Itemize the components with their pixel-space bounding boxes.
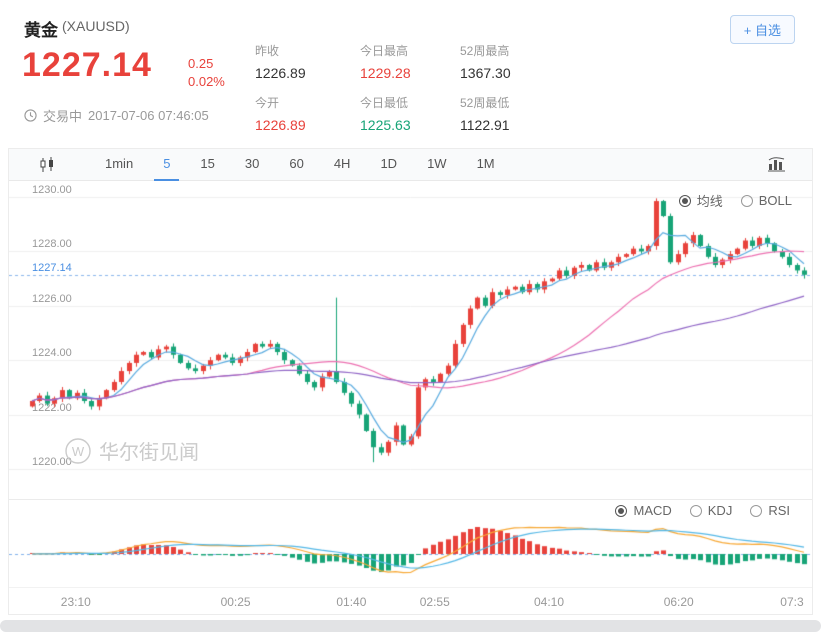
stat-value: 1122.91	[460, 117, 510, 133]
market-status-row: 交易中 2017-07-06 07:46:05	[24, 106, 209, 125]
indicator-legend: MACD KDJ RSI	[615, 503, 790, 518]
interval-30[interactable]: 30	[244, 156, 260, 171]
stat-cell: 今日最高 1229.28	[360, 42, 460, 81]
overlay-option-均线[interactable]: 均线	[678, 191, 723, 210]
stat-value: 1229.28	[360, 65, 411, 81]
stat-cell: 52周最高 1367.30	[460, 42, 570, 81]
interval-1m[interactable]: 1M	[476, 156, 495, 171]
indicator-option-rsi[interactable]: RSI	[750, 503, 790, 518]
indicator-canvas[interactable]	[9, 521, 812, 587]
legend-label: MACD	[633, 503, 672, 518]
price-chart-canvas[interactable]	[9, 181, 812, 499]
stat-cell: 今开 1226.89	[255, 94, 360, 133]
indicator-settings-icon[interactable]	[768, 157, 786, 172]
stat-label: 52周最低	[460, 96, 510, 110]
candlestick-chart-icon[interactable]	[39, 156, 56, 173]
interval-60[interactable]: 60	[289, 156, 304, 171]
interval-1w[interactable]: 1W	[427, 156, 447, 171]
radio-icon	[678, 194, 691, 207]
stat-value: 1226.89	[255, 117, 306, 133]
x-axis-label: 00:25	[220, 595, 251, 609]
x-axis-label: 06:20	[663, 595, 694, 609]
legend-label: RSI	[768, 503, 790, 518]
stats-grid: 昨收 1226.89 今日最高 1229.28 52周最高 1367.30 今开 1226.8…	[255, 42, 570, 133]
quote-datetime: 2017-07-06 07:46:05	[88, 108, 209, 123]
instrument-name: 黄金	[24, 21, 58, 40]
x-axis-label: 02:55	[419, 595, 450, 609]
stat-label: 52周最高	[460, 44, 510, 58]
last-price: 1227.14	[22, 46, 152, 84]
instrument-symbol: (XAUUSD)	[62, 18, 130, 34]
x-axis-label: 23:10	[60, 595, 91, 609]
stat-label: 昨收	[255, 44, 280, 58]
interval-4h[interactable]: 4H	[333, 156, 351, 171]
indicator-panel	[9, 521, 812, 587]
price-change-block: 0.25 0.02%	[188, 56, 225, 89]
stat-cell: 昨收 1226.89	[255, 42, 360, 81]
current-price-label: 1227.14	[32, 261, 72, 274]
stat-label: 今日最低	[360, 96, 409, 110]
x-axis-label: 07:3	[780, 595, 804, 609]
radio-icon	[750, 504, 763, 517]
radio-icon	[615, 504, 628, 517]
interval-5[interactable]: 5	[154, 149, 180, 181]
chart-toolbar: 1min 5 15 30 60 4H 1D 1W 1M	[9, 149, 812, 181]
indicator-option-macd[interactable]: MACD	[615, 503, 672, 518]
x-axis-label: 04:10	[534, 595, 565, 609]
horizontal-scrollbar[interactable]	[0, 620, 821, 632]
stat-label: 今开	[255, 96, 280, 110]
market-status: 交易中	[43, 109, 83, 124]
x-axis-label: 01:40	[336, 595, 367, 609]
overlay-option-boll[interactable]: BOLL	[740, 193, 792, 208]
radio-icon	[740, 194, 753, 207]
interval-1d[interactable]: 1D	[380, 156, 398, 171]
legend-label: KDJ	[707, 503, 733, 518]
radio-icon	[689, 504, 702, 517]
clock-icon	[24, 109, 37, 122]
legend-label: 均线	[696, 194, 723, 209]
price-change: 0.25	[188, 56, 214, 71]
add-watchlist-button[interactable]: + 自选	[729, 15, 795, 44]
chart-card: 1min 5 15 30 60 4H 1D 1W 1M 1230.001228.001226.0…	[8, 148, 813, 615]
stat-value: 1367.30	[460, 65, 511, 81]
stat-cell: 52周最低 1122.91	[460, 94, 570, 133]
main-chart-area: 1230.001228.001226.001224.001222.001220.…	[9, 181, 812, 499]
legend-label: BOLL	[758, 193, 792, 208]
stat-cell: 今日最低 1225.63	[360, 94, 460, 133]
interval-group: 1min 5 15 30 60 4H 1D 1W 1M	[90, 149, 510, 181]
indicator-option-kdj[interactable]: KDJ	[689, 503, 733, 518]
x-axis-labels: 23:10 00:25 01:40 02:55 04:10 06:20 07:3	[9, 587, 812, 614]
overlay-legend: 均线 BOLL	[678, 191, 792, 210]
interval-15[interactable]: 15	[200, 156, 215, 171]
stat-value: 1226.89	[255, 65, 306, 81]
price-change-percent: 0.02%	[188, 74, 225, 89]
stat-value: 1225.63	[360, 117, 411, 133]
indicator-legend-row: MACD KDJ RSI	[9, 499, 812, 521]
interval-1min[interactable]: 1min	[105, 156, 134, 171]
stat-label: 今日最高	[360, 44, 409, 58]
quote-header: 黄金 (XAUUSD) + 自选 1227.14 0.25 0.02% 交易中 …	[0, 0, 821, 148]
